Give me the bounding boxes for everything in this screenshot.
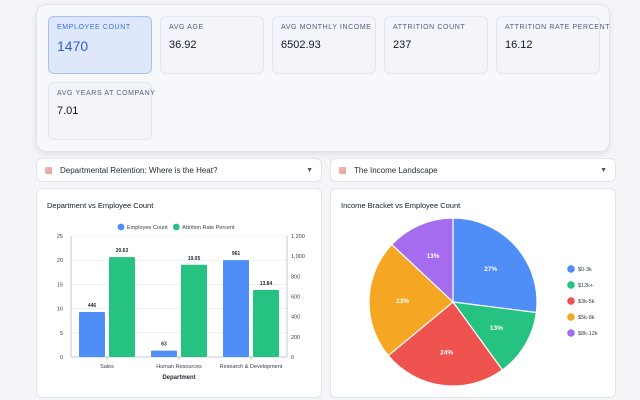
kpi-value: 7.01	[57, 105, 79, 117]
legend-swatch	[567, 265, 575, 273]
x-tick-label: Research & Development	[220, 364, 283, 370]
pie-slice	[390, 217, 454, 304]
section-header-departmental-retention[interactable]: Departmental Retention: Where is the Hea…	[36, 158, 322, 182]
chevron-down-icon[interactable]: ▼	[600, 166, 607, 174]
report-icon	[45, 166, 52, 174]
pie-slice-label: 13%	[490, 325, 503, 332]
y-tick-label-left: 15	[57, 282, 63, 288]
y-tick-label-left: 5	[60, 331, 63, 337]
legend-swatch	[567, 329, 575, 337]
pie-slice	[452, 217, 538, 314]
bar	[151, 350, 177, 357]
legend-swatch	[567, 281, 575, 289]
y-tick-label-left: 10	[57, 307, 63, 313]
bar	[79, 312, 105, 357]
kpi-value: 237	[393, 39, 412, 51]
pie-slice	[368, 243, 454, 357]
kpi-label: AVG AGE	[169, 24, 204, 31]
kpi-attrition-count[interactable]: ATTRITION COUNT 237	[384, 16, 488, 74]
section-title: The Income Landscape	[354, 165, 438, 175]
kpi-label: ATTRITION RATE PERCENT	[505, 24, 611, 31]
kpi-label: AVG MONTHLY INCOME	[281, 24, 372, 31]
section-header-income-landscape[interactable]: The Income Landscape ▼	[330, 158, 616, 182]
chart-title: Income Bracket vs Employee Count	[341, 201, 461, 210]
bar-value-label: 19.05	[188, 256, 201, 262]
pie-slice-label: 13%	[426, 253, 439, 260]
department-chart-card: Department vs Employee Count 0 5 10 15 20 25 0…	[36, 188, 322, 398]
legend-label: $5k-8k	[578, 315, 595, 321]
y-tick-label-left: 25	[57, 234, 63, 240]
legend-swatch	[172, 223, 180, 231]
legend-label: Employee Count	[127, 225, 168, 231]
bar	[223, 260, 249, 357]
pie-slice	[451, 301, 538, 371]
bar-value-label: 961	[232, 251, 241, 257]
x-axis-title: Department	[162, 375, 195, 381]
kpi-avg-monthly-income[interactable]: AVG MONTHLY INCOME 6502.93	[272, 16, 376, 74]
chevron-down-icon[interactable]: ▼	[306, 166, 313, 174]
kpi-value: 6502.93	[281, 39, 321, 51]
kpi-employee-count[interactable]: EMPLOYEE COUNT 1470	[48, 16, 152, 74]
legend-label: $12k+	[578, 283, 593, 289]
legend-swatch	[117, 223, 125, 231]
x-tick-label: Sales	[100, 364, 114, 370]
bar-value-label: 446	[88, 303, 97, 309]
kpi-avg-years-at-company[interactable]: AVG YEARS AT COMPANY 7.01	[48, 82, 156, 140]
legend-label: Attrition Rate Percent	[182, 225, 235, 231]
kpi-label: EMPLOYEE COUNT	[57, 24, 131, 31]
y-tick-label-right: 0	[291, 355, 294, 361]
department-bar-chart: 0 5 10 15 20 25 0 200 400 600 800 1,000 1,200 Employe…	[57, 223, 305, 381]
legend-label: $0-3k	[578, 267, 592, 273]
income-chart-card: Income Bracket vs Employee Count 27% 13% 2…	[330, 188, 616, 398]
bar-value-label: 13.84	[260, 281, 273, 287]
kpi-label: ATTRITION COUNT	[393, 24, 466, 31]
legend-swatch	[567, 297, 575, 305]
kpi-value: 16.12	[505, 39, 533, 51]
y-tick-label-right: 1,200	[291, 234, 305, 240]
chart-title: Department vs Employee Count	[47, 201, 154, 210]
kpi-value: 36.92	[169, 39, 197, 51]
pie-slice-label: 24%	[440, 350, 453, 357]
kpi-label: AVG YEARS AT COMPANY	[57, 90, 156, 97]
kpi-panel: EMPLOYEE COUNT 1470 AVG AGE 36.92 AVG MO…	[36, 4, 610, 152]
y-tick-label-right: 400	[291, 315, 300, 321]
section-title: Departmental Retention: Where is the Hea…	[60, 165, 218, 175]
y-tick-label-right: 600	[291, 295, 300, 301]
bar	[181, 264, 207, 357]
income-pie-chart: 27% 13% 24% 23% 13% $0-3k $12k+ $3k-5k $5k-8k $8k…	[368, 217, 598, 387]
bar-value-label: 63	[161, 342, 167, 348]
y-tick-label-right: 800	[291, 274, 300, 280]
bar	[109, 257, 135, 357]
bar	[253, 290, 279, 357]
y-tick-label-right: 200	[291, 335, 300, 341]
y-tick-label-right: 1,000	[291, 254, 305, 260]
kpi-avg-age[interactable]: AVG AGE 36.92	[160, 16, 264, 74]
legend-swatch	[567, 313, 575, 321]
kpi-attrition-rate-percent[interactable]: ATTRITION RATE PERCENT 16.12	[496, 16, 611, 74]
y-tick-label-left: 0	[60, 355, 63, 361]
y-tick-label-left: 20	[57, 258, 63, 264]
pie-slice	[387, 301, 504, 387]
pie-slice-label: 23%	[396, 298, 409, 305]
x-tick-label: Human Resources	[156, 364, 202, 370]
pie-slice-label: 27%	[484, 266, 497, 273]
report-icon	[339, 166, 346, 174]
kpi-value: 1470	[57, 38, 89, 54]
bar-value-label: 20.63	[116, 248, 129, 254]
legend-label: $3k-5k	[578, 299, 595, 305]
legend-label: $8k-12k	[578, 331, 598, 337]
